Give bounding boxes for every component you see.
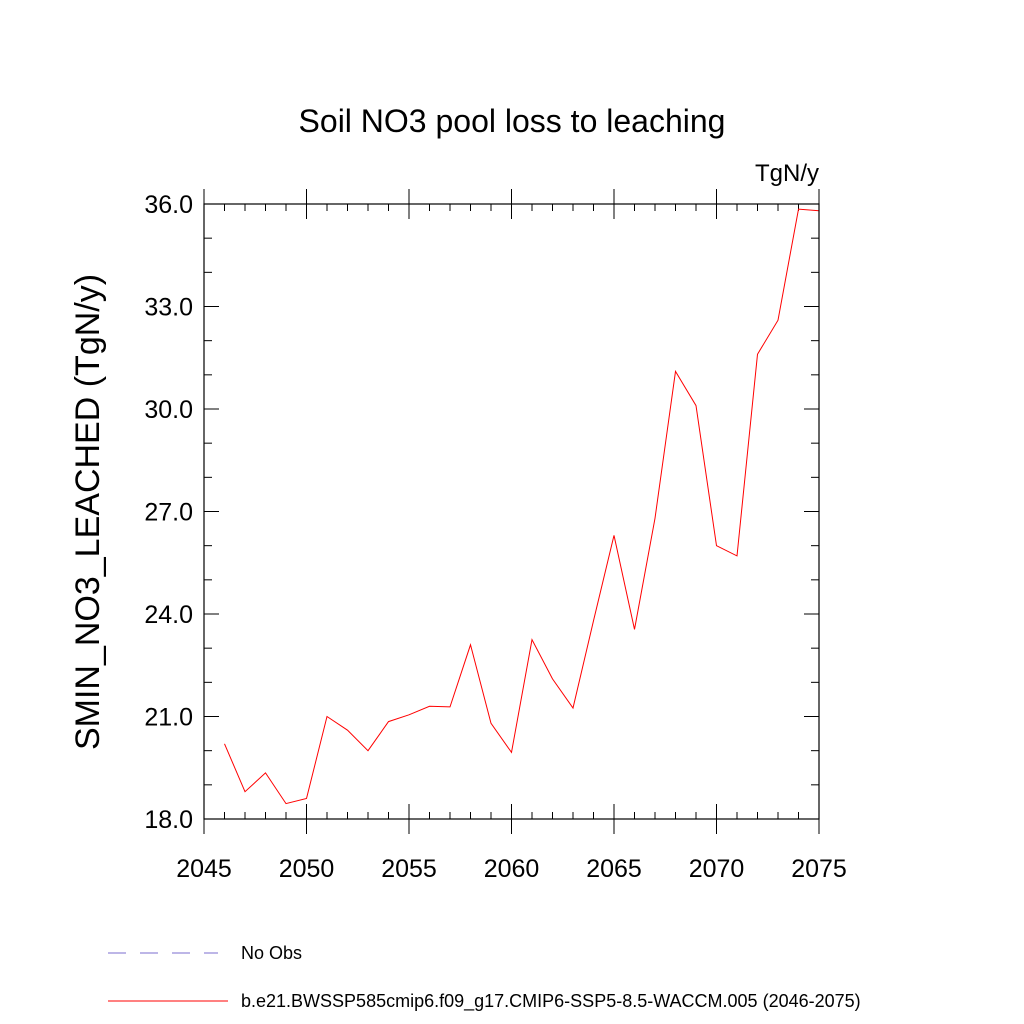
x-tick-label: 2050	[279, 855, 335, 883]
data-point	[654, 518, 655, 519]
data-point	[675, 371, 676, 372]
data-point	[449, 706, 450, 707]
x-tick-label: 2060	[484, 855, 540, 883]
y-axis-ticks: 18.0 21.0 24.0 27.0 30.0 33.0 36.0	[144, 191, 819, 834]
data-point	[326, 716, 327, 717]
y-tick-label: 21.0	[144, 704, 193, 732]
data-point	[306, 798, 307, 799]
data-point	[408, 714, 409, 715]
y-tick-label: 36.0	[144, 191, 193, 219]
series-layer	[224, 208, 820, 805]
data-point	[695, 405, 696, 406]
units-label: TgN/y	[755, 160, 819, 187]
y-tick-label: 24.0	[144, 601, 193, 629]
x-tick-label: 2045	[176, 855, 232, 883]
data-point	[634, 629, 635, 630]
data-point	[285, 803, 286, 804]
data-point	[572, 707, 573, 708]
data-point	[265, 772, 266, 773]
data-point	[531, 639, 532, 640]
data-point	[613, 535, 614, 536]
data-point	[388, 721, 389, 722]
data-point	[736, 555, 737, 556]
y-tick-label: 27.0	[144, 499, 193, 527]
data-point	[716, 545, 717, 546]
y-tick-label: 33.0	[144, 294, 193, 322]
x-tick-label: 2075	[791, 855, 847, 883]
plot-frame	[203, 203, 820, 820]
data-point	[244, 791, 245, 792]
data-point	[757, 354, 758, 355]
y-axis-label: SMIN_NO3_LEACHED (TgN/y)	[69, 274, 107, 750]
data-point	[367, 750, 368, 751]
x-tick-label: 2055	[381, 855, 437, 883]
data-point	[777, 320, 778, 321]
y-tick-label: 30.0	[144, 396, 193, 424]
chart-title: Soil NO3 pool loss to leaching	[299, 103, 726, 139]
data-point	[224, 743, 225, 744]
data-point	[490, 723, 491, 724]
x-tick-label: 2070	[689, 855, 745, 883]
data-point	[470, 644, 471, 645]
data-point	[798, 209, 799, 210]
data-point	[552, 678, 553, 679]
legend-label-no-obs: No Obs	[241, 943, 302, 963]
y-tick-label: 18.0	[144, 806, 193, 834]
data-point	[593, 620, 594, 621]
x-axis-ticks: 2045 2050 2055 2060 2065 2070 2075	[176, 189, 847, 883]
data-point	[347, 730, 348, 731]
legend: No Obs b.e21.BWSSP585cmip6.f09_g17.CMIP6…	[108, 943, 861, 1012]
data-point	[511, 752, 512, 753]
series-line	[224, 208, 820, 805]
legend-label-model: b.e21.BWSSP585cmip6.f09_g17.CMIP6-SSP5-8…	[241, 991, 861, 1012]
x-tick-label: 2065	[586, 855, 642, 883]
data-point	[429, 706, 430, 707]
